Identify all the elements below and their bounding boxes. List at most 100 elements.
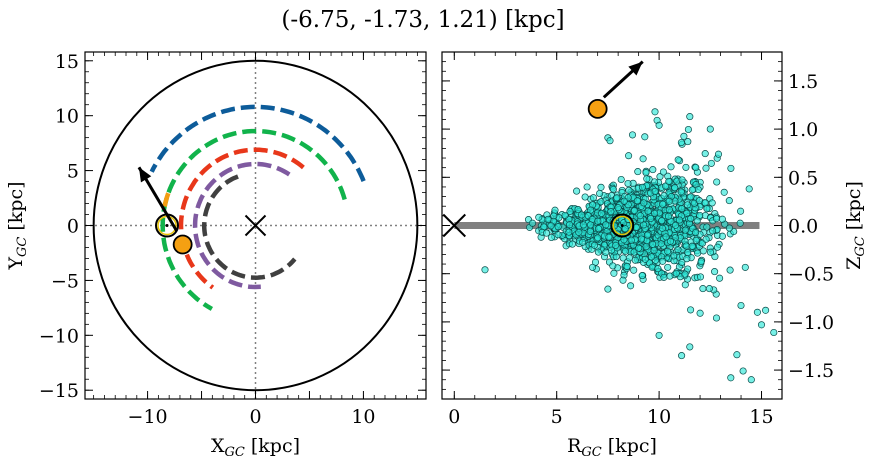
star-point [712,314,721,322]
star-point [675,216,683,224]
star-point [705,285,713,293]
star-point [578,211,586,219]
y-tick-label: 0.0 [788,216,818,238]
star-point [711,268,719,276]
star-point [566,221,574,229]
star-point [659,168,667,176]
x-tick-label: 5 [551,406,563,428]
star-point [682,163,690,171]
star-point [597,198,605,206]
star-point [586,227,594,235]
star-point [598,209,606,217]
star-point [573,187,581,195]
star-point [633,197,641,205]
star-point [683,201,692,209]
star-point [658,217,666,225]
y-tick-label: −1.0 [788,312,834,334]
star-point [566,207,574,215]
star-point [547,233,555,242]
star-point [606,137,614,145]
star-point [596,189,604,198]
star-point [686,343,694,351]
star-point [727,164,735,172]
star-point [620,197,628,205]
star-point [714,150,723,158]
y-tick-label: 5 [67,161,79,183]
spiral-arm-1 [160,128,347,311]
star-point [561,211,569,219]
star-point [642,169,650,177]
x-axis-label: RGC [kpc] [567,435,657,460]
star-point [725,224,734,232]
star-point [659,257,667,265]
star-point [643,231,652,239]
star-point [707,159,715,167]
star-point [747,376,755,384]
star-point [617,175,625,184]
y-tick-label: −1.5 [788,360,834,382]
star-point [528,219,537,227]
star-point [701,150,709,158]
star-point [694,185,702,194]
star-point [709,227,717,235]
star-point [665,177,673,185]
star-point [655,331,663,339]
star-point [591,258,600,266]
star-point [687,306,695,314]
star-point [628,131,637,139]
star-point [665,197,673,205]
x-tick-label: 10 [647,406,671,428]
star-point [624,179,632,188]
star-point [575,228,583,236]
sun-marker-outer [610,213,635,238]
y-tick-label: 1.0 [788,119,818,141]
star-point [655,121,663,129]
star-point [718,232,726,240]
star-point [638,272,646,280]
star-point [699,285,707,293]
star-point [594,234,602,242]
star-point [630,207,639,215]
x-tick-label: 15 [749,406,773,428]
star-point [635,244,643,252]
star-point [678,205,686,213]
star-point [542,229,551,237]
star-point [643,175,651,183]
sun-marker-dot [165,224,169,227]
star-point [609,262,617,270]
galactic-center-marker [244,214,267,237]
star-point [630,266,638,274]
star-point [641,133,649,141]
star-point [639,155,647,163]
star-point [670,252,678,260]
star-point [737,207,745,215]
star-point [647,214,655,223]
star-point [664,247,672,255]
star-point [687,193,695,201]
star-point [671,221,680,229]
left-plot-area [85,52,426,399]
star-point [677,188,685,196]
star-point [589,194,597,202]
star-point [737,301,745,310]
star-point [727,374,735,382]
star-point [579,221,587,229]
spiral-arm-2 [178,147,305,290]
star-point [623,262,631,271]
star-point [681,226,689,234]
y-tick-label: −15 [39,380,79,402]
star-point [625,152,633,160]
star-point [665,206,673,214]
star-point [664,263,672,271]
left-panel-galactic-xy: −10 0 10 −15 −10 −5 0 5 10 15 XGC [kpc] YGC [kpc] [5,51,427,460]
star-point [692,236,700,244]
star-point [544,215,552,223]
star-point [621,247,629,255]
star-point [683,255,691,263]
galaxy-boundary-circle [92,59,419,392]
star-point [736,219,744,227]
star-point [627,236,635,244]
star-point [726,266,734,274]
star-point [620,236,628,244]
